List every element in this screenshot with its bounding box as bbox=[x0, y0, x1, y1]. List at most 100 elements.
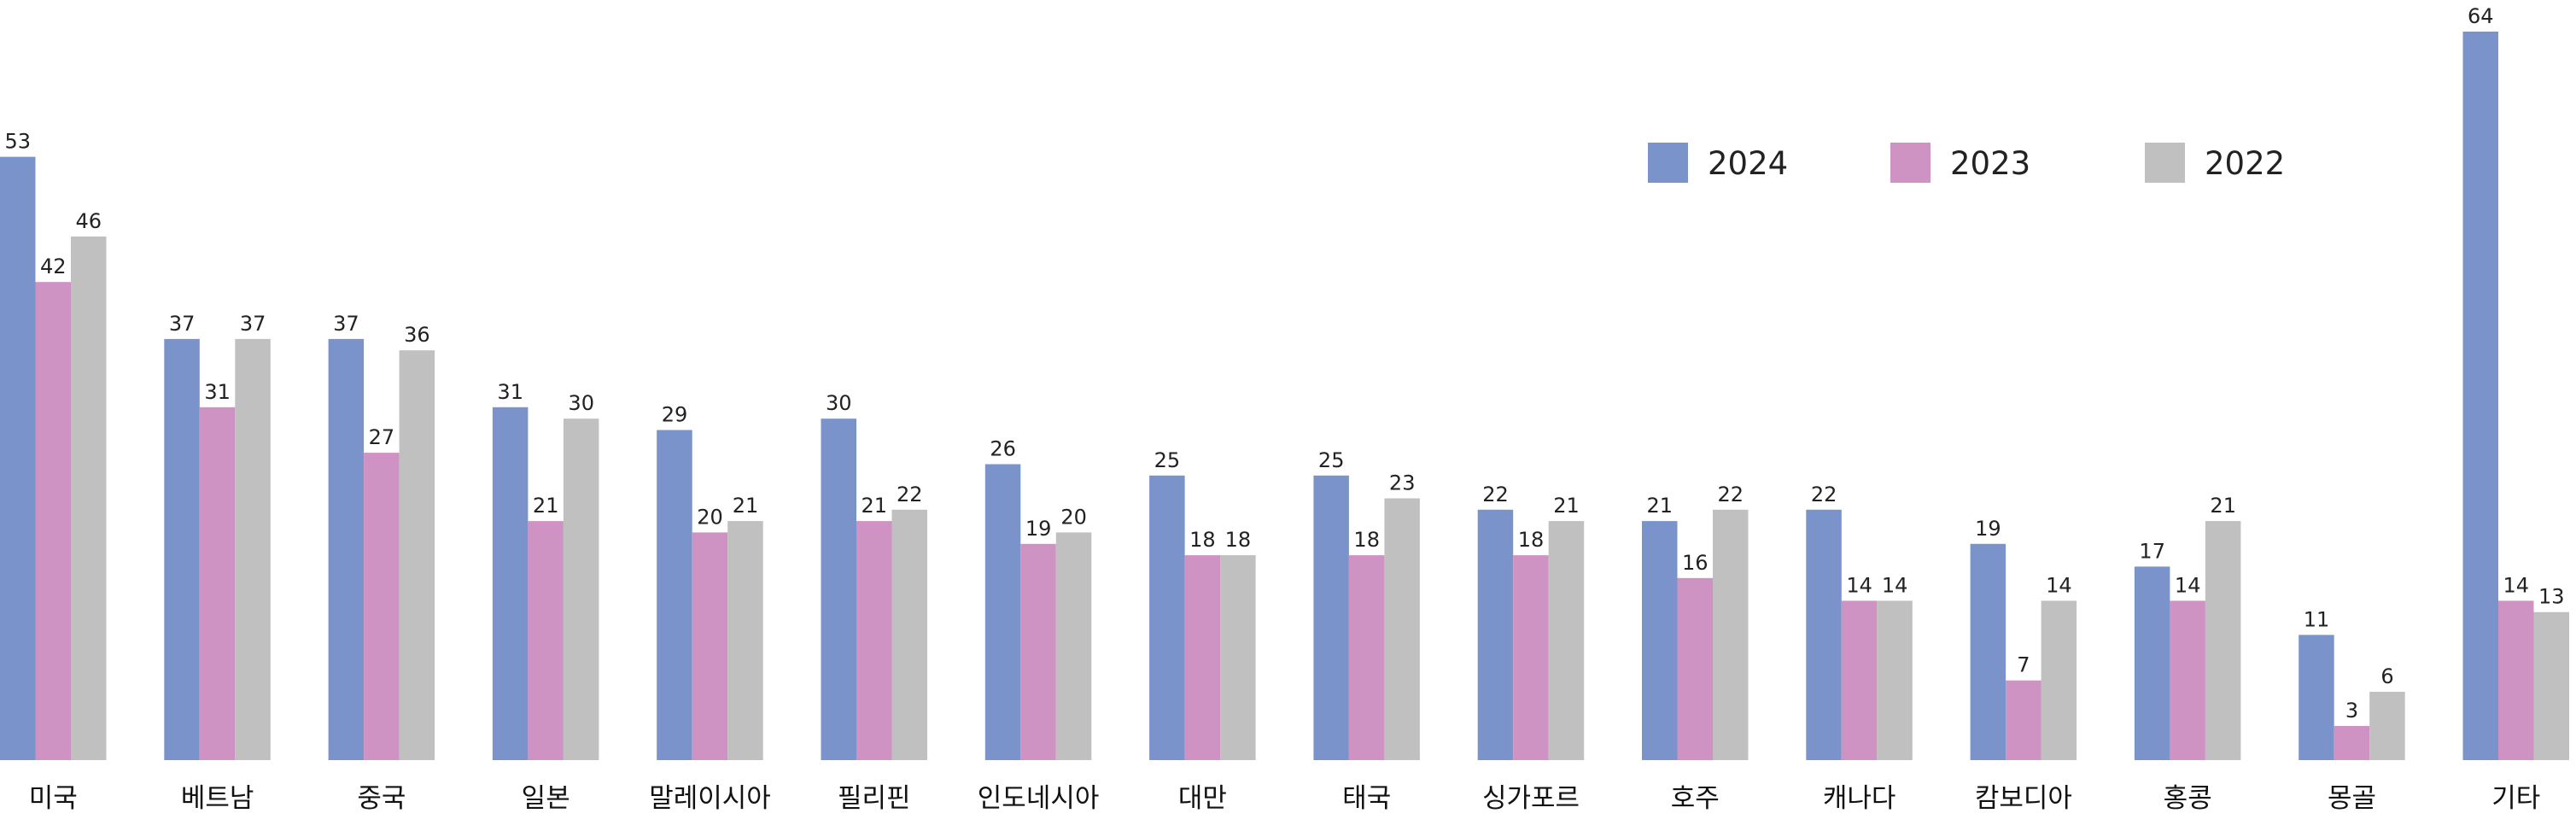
bar-2024-15 bbox=[2462, 32, 2498, 760]
x-tick-label: 미국 bbox=[29, 783, 78, 814]
bar-2024-14 bbox=[2299, 635, 2334, 760]
data-label-2022-3: 30 bbox=[568, 391, 594, 415]
bar-2023-1 bbox=[199, 407, 236, 760]
bar-2022-9 bbox=[1548, 521, 1585, 760]
data-label-2022-0: 46 bbox=[76, 209, 102, 233]
x-tick-label: 베트남 bbox=[181, 783, 254, 814]
data-label-2023-7: 18 bbox=[1189, 528, 1216, 552]
bar-2023-3 bbox=[528, 521, 564, 760]
data-label-2024-0: 53 bbox=[5, 130, 32, 154]
data-label-2023-14: 3 bbox=[2345, 699, 2358, 723]
bar-2023-13 bbox=[2170, 600, 2205, 760]
bar-2024-12 bbox=[1970, 543, 2006, 760]
bar-2023-2 bbox=[364, 453, 400, 760]
data-label-2024-4: 29 bbox=[662, 403, 688, 427]
bar-2024-7 bbox=[1149, 475, 1185, 760]
x-tick-label: 일본 bbox=[522, 783, 570, 814]
bar-2022-0 bbox=[71, 236, 107, 760]
bar-2024-6 bbox=[984, 464, 1021, 760]
data-label-2022-10: 22 bbox=[1718, 483, 1744, 506]
bar-2024-8 bbox=[1313, 475, 1349, 760]
bar-2023-6 bbox=[1020, 543, 1056, 760]
x-tick-label: 필리핀 bbox=[838, 783, 911, 814]
data-label-2023-4: 20 bbox=[697, 505, 723, 529]
bar-2022-4 bbox=[727, 521, 763, 760]
bar-2024-0 bbox=[0, 156, 36, 761]
data-label-2024-13: 17 bbox=[2139, 539, 2165, 563]
data-label-2024-14: 11 bbox=[2304, 607, 2330, 631]
x-tick-label: 캐나다 bbox=[1823, 783, 1896, 814]
x-tick-label: 호주 bbox=[1671, 783, 1720, 814]
data-label-2024-6: 26 bbox=[990, 437, 1016, 461]
x-tick-label: 몽골 bbox=[2328, 783, 2376, 814]
data-label-2022-9: 21 bbox=[1553, 494, 1580, 518]
data-label-2023-9: 18 bbox=[1518, 528, 1545, 552]
data-label-2022-12: 14 bbox=[2046, 573, 2072, 597]
x-tick-label: 인도네시아 bbox=[978, 783, 1100, 814]
bar-2023-7 bbox=[1184, 555, 1221, 760]
x-tick-label: 태국 bbox=[1342, 783, 1391, 814]
x-tick-label: 싱가포르 bbox=[1482, 783, 1580, 814]
bar-2023-5 bbox=[856, 521, 892, 760]
data-label-2023-8: 18 bbox=[1353, 528, 1380, 552]
data-label-2023-0: 42 bbox=[40, 255, 67, 278]
bar-2024-9 bbox=[1477, 509, 1514, 760]
bar-2022-8 bbox=[1384, 498, 1420, 760]
bar-2023-10 bbox=[1677, 577, 1713, 761]
data-label-2022-6: 20 bbox=[1060, 505, 1087, 529]
data-label-2024-12: 19 bbox=[1975, 517, 2001, 541]
bar-2022-1 bbox=[235, 338, 271, 760]
bar-2023-11 bbox=[1841, 600, 1878, 760]
legend: 2024 2023 2022 bbox=[1648, 143, 2285, 183]
data-label-2022-2: 36 bbox=[404, 323, 430, 347]
data-label-2022-5: 22 bbox=[897, 483, 923, 506]
legend-label-2024: 2024 bbox=[1708, 145, 1788, 182]
bar-2024-13 bbox=[2134, 566, 2170, 760]
data-label-2023-12: 7 bbox=[2017, 653, 2030, 677]
bar-2022-13 bbox=[2205, 521, 2241, 760]
data-label-2022-13: 21 bbox=[2210, 494, 2236, 518]
bar-2024-11 bbox=[1806, 509, 1842, 760]
data-label-2022-1: 37 bbox=[240, 312, 266, 336]
bar-2022-12 bbox=[2041, 600, 2077, 760]
bar-2022-3 bbox=[563, 418, 599, 760]
data-label-2023-13: 14 bbox=[2175, 573, 2201, 597]
data-label-2022-7: 18 bbox=[1225, 528, 1252, 552]
bar-2022-15 bbox=[2533, 612, 2569, 760]
bar-2022-11 bbox=[1877, 600, 1913, 760]
data-label-2022-11: 14 bbox=[1882, 573, 1908, 597]
data-label-2022-8: 23 bbox=[1389, 471, 1416, 495]
x-tick-labels: 미국 베트남 중국 일본 말레이시아 필리핀 인도네시아 대만 태국 싱가포르 호주 캐나다 캄보디아 홍… bbox=[29, 783, 2541, 814]
bar-2022-2 bbox=[399, 350, 435, 760]
data-label-2024-5: 30 bbox=[826, 391, 852, 415]
bar-2023-8 bbox=[1348, 555, 1385, 760]
data-label-2024-8: 25 bbox=[1318, 448, 1345, 472]
bars-layer bbox=[0, 32, 2569, 761]
data-label-2022-15: 13 bbox=[2538, 585, 2565, 609]
legend-swatch-2022 bbox=[2145, 143, 2185, 183]
bar-2023-0 bbox=[35, 282, 71, 760]
bar-2023-9 bbox=[1513, 555, 1549, 760]
x-tick-label: 중국 bbox=[357, 783, 406, 814]
x-tick-label: 기타 bbox=[2491, 783, 2540, 814]
data-label-2022-14: 6 bbox=[2380, 664, 2393, 688]
data-label-2024-1: 37 bbox=[169, 312, 196, 336]
legend-label-2022: 2022 bbox=[2205, 145, 2285, 182]
legend-swatch-2023 bbox=[1890, 143, 1931, 183]
data-label-2023-1: 31 bbox=[204, 380, 231, 404]
x-tick-label: 캄보디아 bbox=[1975, 783, 2072, 814]
bar-2024-5 bbox=[821, 418, 856, 760]
data-label-2023-2: 27 bbox=[369, 425, 395, 449]
bar-2022-7 bbox=[1220, 555, 1256, 760]
data-label-2024-2: 37 bbox=[333, 312, 359, 336]
bar-2023-15 bbox=[2498, 600, 2534, 760]
bar-2024-3 bbox=[492, 407, 529, 760]
bar-2024-1 bbox=[164, 338, 200, 760]
bar-2022-14 bbox=[2369, 692, 2405, 760]
data-label-2023-6: 19 bbox=[1025, 517, 1052, 541]
bar-2023-4 bbox=[692, 532, 728, 760]
legend-swatch-2024 bbox=[1648, 143, 1688, 183]
data-label-2023-11: 14 bbox=[1846, 573, 1872, 597]
